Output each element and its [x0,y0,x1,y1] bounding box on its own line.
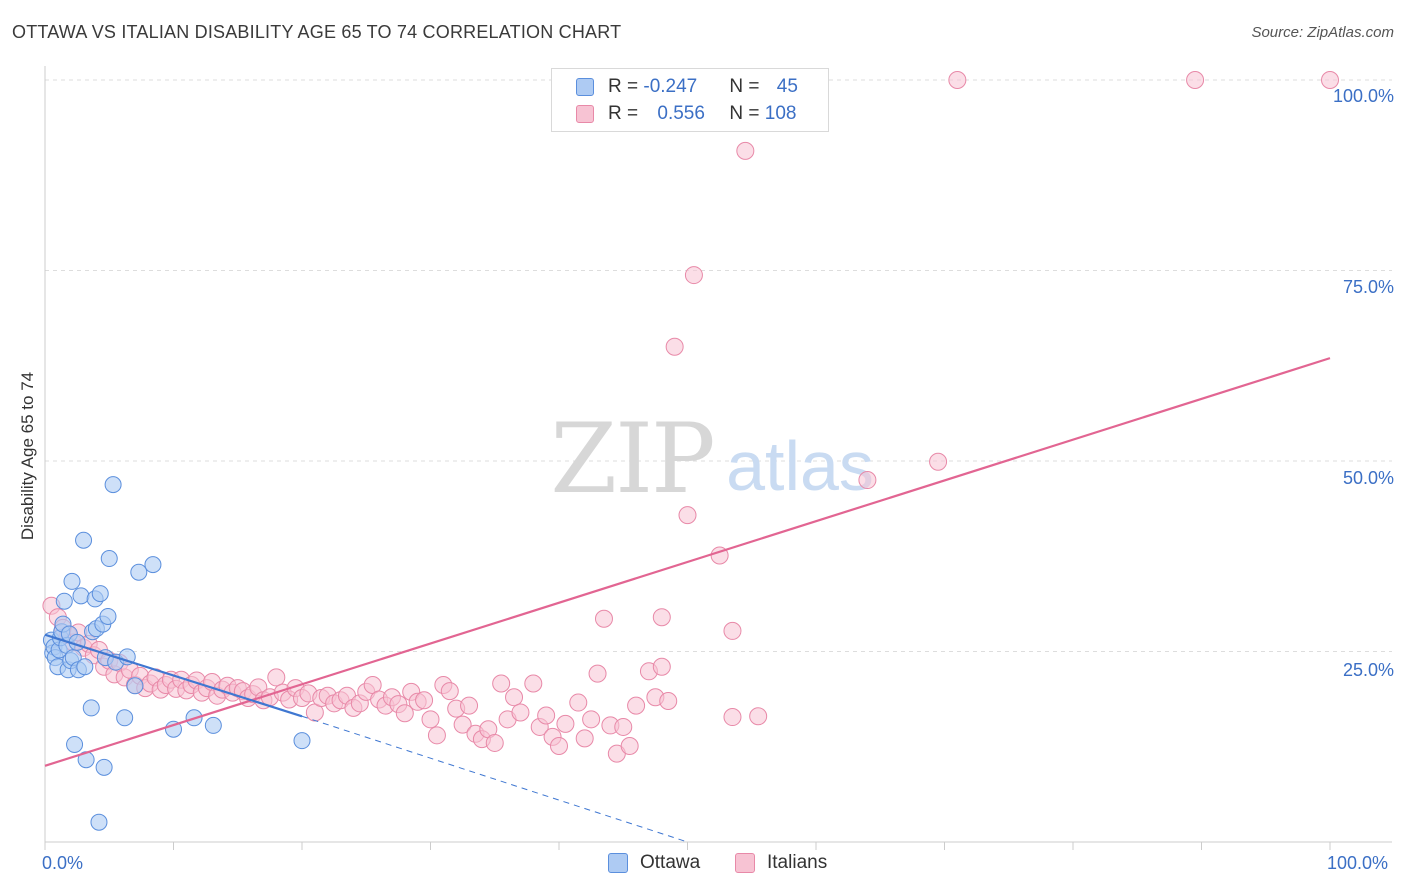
italians-point [575,729,594,748]
italians-point [460,696,479,715]
chart-title: OTTAWA VS ITALIAN DISABILITY AGE 65 TO 7… [12,22,622,42]
italians-point [440,682,459,701]
italians-point [415,691,434,710]
italians-point [395,704,414,723]
ottawa-point [76,658,94,676]
legend-row-ottawa: R = -0.247 N = 45 [576,75,798,99]
italians-point [1321,71,1339,89]
ottawa-point [116,709,134,727]
italians-points [42,71,1339,763]
italians-point [550,736,568,755]
source-label: Source: ZipAtlas.com [1251,24,1394,41]
y-tick-label-75: 75.0% [1342,277,1394,297]
italians-r-label: R = [608,103,644,124]
italians-point [524,674,543,693]
ottawa-trend-extension [301,715,688,843]
axes [44,66,1392,850]
watermark-zip: ZIP [550,403,713,515]
ottawa-point [104,476,122,494]
ottawa-point [72,587,90,605]
y-tick-label-100: 100.0% [1332,86,1394,106]
x-tick-label-min: 0.0% [42,853,84,873]
ottawa-point [90,813,108,831]
ottawa-point [99,607,117,625]
ottawa-point [75,531,93,549]
italians-point [1186,71,1205,89]
italians-trend-line [44,357,1331,767]
italians-point [492,674,511,693]
italians-r-value: 0.556 [657,103,705,124]
stats-legend: R = -0.247 N = 45 R = 0.556 N = 108 [551,68,829,132]
ottawa-point [91,585,109,603]
ottawa-swatch [576,78,594,96]
watermark-atlas: atlas [726,427,874,505]
ottawa-point [55,592,73,610]
italians-point [652,657,671,676]
italians-point [594,609,613,628]
x-tick-label-max: 100.0% [1327,853,1389,873]
italians-point [556,714,575,733]
italians-point [659,692,678,711]
ottawa-trend-line [44,633,303,718]
italians-point [684,266,703,285]
ottawa-point [63,572,81,590]
italians-point [569,693,588,712]
italians-point [723,621,742,640]
ottawa-r-value: -0.247 [643,76,698,97]
y-tick-label-50: 50.0% [1342,468,1394,488]
italians-point [588,664,607,683]
ottawa-point [204,716,222,734]
italians-point [267,668,286,687]
ottawa-n-label: N = [729,76,765,97]
legend-row-italians: R = 0.556 N = 108 [576,102,796,126]
italians-point [505,688,524,707]
italians-point [620,736,639,755]
italians-point [427,726,446,745]
ottawa-point [118,648,136,666]
y-tick-label-25: 25.0% [1342,660,1394,680]
italians-point [723,708,742,727]
italians-point [858,471,877,490]
italians-point [948,71,967,89]
ottawa-point [100,550,118,568]
ottawa-point [82,699,100,717]
gridlines [45,79,1392,652]
italians-point [678,506,697,525]
italians-point [929,452,948,471]
ottawa-n-value: 45 [776,76,798,97]
ottawa-point [126,677,144,695]
italians-n-label: N = [729,103,765,124]
trend-lines [44,357,1331,843]
bottom-italians-label: Italians [767,852,828,873]
italians-point [511,703,530,722]
watermark: ZIP atlas [550,403,874,515]
italians-point [537,706,556,725]
bottom-ottawa-swatch [608,853,628,873]
italians-point [421,710,440,729]
ottawa-r-label: R = [608,76,644,97]
ottawa-point [66,735,84,753]
bottom-legend-ottawa: Ottawa [608,852,700,874]
ottawa-points [42,476,311,831]
ottawa-point [130,563,148,581]
bottom-ottawa-label: Ottawa [640,852,701,873]
italians-point [453,715,472,734]
italians-point [652,608,671,627]
ottawa-point [144,556,162,574]
italians-swatch [576,105,594,123]
italians-point [582,710,601,729]
ottawa-point [95,758,113,776]
italians-point [665,337,684,356]
italians-point [485,733,504,752]
italians-point [736,141,755,160]
italians-point [614,717,633,736]
italians-point [627,696,646,715]
bottom-legend-italians: Italians [735,852,827,874]
ottawa-point [293,732,311,750]
bottom-italians-swatch [735,853,755,873]
italians-point [749,707,768,726]
italians-n-value: 108 [764,103,797,124]
